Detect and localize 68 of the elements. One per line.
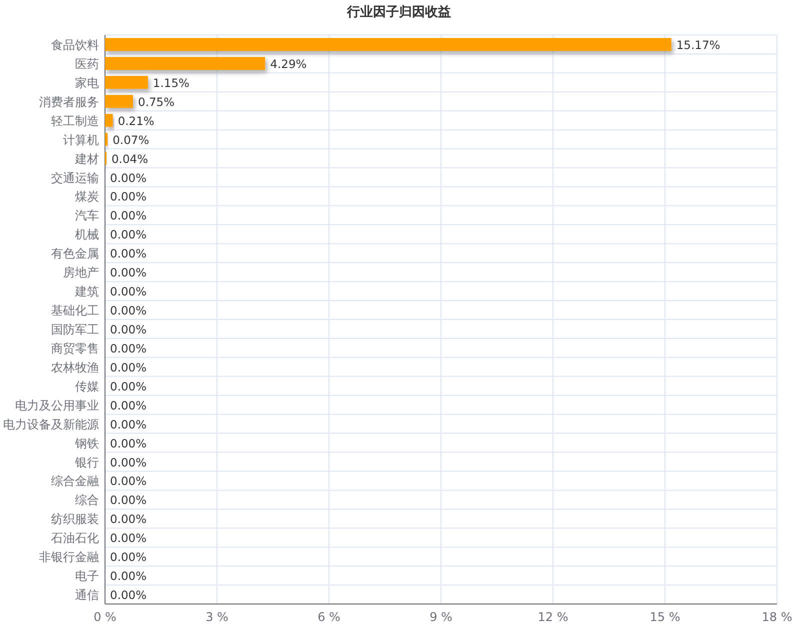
data-label: 0.00%: [110, 436, 147, 450]
data-label: 0.00%: [110, 228, 147, 242]
y-tick-label: 电力设备及新能源: [3, 417, 99, 432]
y-tick-label: 轻工制造: [51, 114, 99, 128]
y-tick-label: 非银行金融: [39, 550, 99, 564]
data-label: 0.00%: [110, 550, 147, 564]
y-tick-label: 消费者服务: [39, 94, 99, 109]
y-tick-label: 钢铁: [74, 436, 99, 450]
y-tick-label: 商贸零售: [51, 341, 99, 356]
y-tick-label: 国防军工: [51, 322, 99, 336]
y-tick-label: 医药: [75, 56, 99, 71]
data-label: 4.29%: [270, 56, 307, 71]
y-tick-label: 石油石化: [51, 531, 99, 546]
title: 行业因子归因收益: [347, 5, 451, 20]
data-label: 0.00%: [110, 341, 147, 356]
data-label: 0.00%: [110, 569, 147, 584]
data-label: 0.00%: [110, 170, 147, 185]
data-label: 0.00%: [110, 304, 147, 318]
y-tick-label: 交通运输: [51, 170, 99, 185]
y-tick-label: 银行: [74, 455, 99, 470]
data-label: 0.00%: [110, 531, 147, 546]
x-tick-label: 9 %: [430, 610, 452, 624]
x-tick-label: 0 %: [94, 610, 116, 624]
data-label: 0.07%: [112, 132, 150, 147]
y-tick-label: 综合金融: [51, 474, 99, 488]
data-label: 0.00%: [110, 246, 147, 261]
data-label: 0.00%: [110, 322, 147, 336]
x-tick-label: 15 %: [650, 610, 680, 624]
y-tick-label: 计算机: [63, 132, 99, 147]
y-tick-label: 汽车: [75, 208, 99, 223]
data-label: 0.00%: [110, 284, 147, 299]
y-tick-label: 建筑: [74, 284, 99, 299]
data-label: 0.21%: [118, 114, 154, 128]
x-tick-label: 12 %: [538, 610, 568, 624]
data-label: 0.00%: [110, 474, 147, 488]
y-tick-label: 电力及公用事业: [15, 398, 99, 412]
y-tick-label: 机械: [75, 228, 99, 242]
data-label: 0.00%: [110, 266, 147, 280]
y-tick-label: 综合: [75, 493, 99, 508]
y-tick-label: 农林牧渔: [51, 360, 99, 374]
data-label: 0.00%: [110, 360, 147, 374]
y-tick-label: 有色金属: [51, 246, 99, 261]
data-label: 0.00%: [110, 493, 147, 508]
y-tick-label: 家电: [75, 76, 99, 90]
data-label: 0.00%: [110, 417, 147, 432]
y-tick-label: 纺织服装: [51, 512, 99, 526]
y-tick-label: 建材: [74, 152, 99, 166]
data-label: 0.00%: [110, 512, 147, 526]
data-label: 0.00%: [110, 379, 147, 394]
y-tick-label: 电子: [75, 569, 99, 584]
y-tick-label: 传媒: [75, 379, 99, 394]
y-tick-label: 基础化工: [51, 304, 99, 318]
data-label: 0.00%: [110, 208, 147, 223]
y-tick-label: 房地产: [63, 266, 99, 280]
x-tick-label: 6 %: [318, 610, 340, 624]
x-tick-label: 3 %: [206, 610, 228, 624]
data-label: 0.75%: [138, 94, 175, 109]
data-label: 1.15%: [152, 76, 190, 90]
data-label: 0.00%: [110, 588, 147, 602]
y-tick-label: 食品饮料: [51, 38, 99, 52]
x-tick-label: 18 %: [762, 610, 792, 624]
y-tick-label: 通信: [75, 588, 99, 602]
data-label: 15.17%: [676, 38, 720, 52]
data-label: 0.00%: [110, 455, 147, 470]
data-label: 0.00%: [110, 398, 147, 412]
data-label: 0.00%: [110, 190, 147, 204]
data-label: 0.04%: [111, 152, 148, 166]
y-tick-label: 煤炭: [75, 190, 99, 204]
